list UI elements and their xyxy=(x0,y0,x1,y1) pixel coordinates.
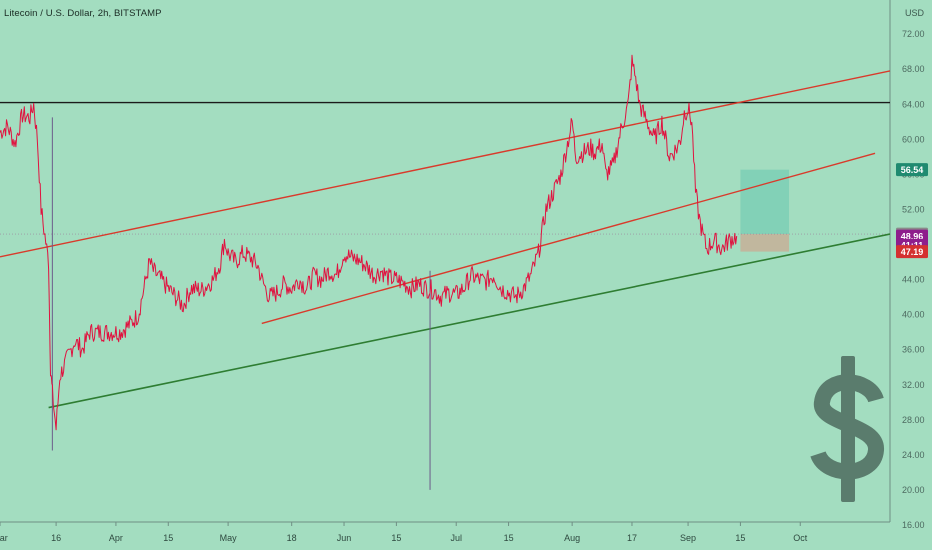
price-label-target: 56.54 xyxy=(896,163,928,177)
stop-loss-zone xyxy=(740,234,790,252)
y-tick-label: 64.00 xyxy=(902,99,925,109)
y-tick-label: 68.00 xyxy=(902,64,925,74)
y-tick-label: 24.00 xyxy=(902,450,925,460)
y-tick-label: 72.00 xyxy=(902,29,925,39)
x-tick-label: Oct xyxy=(793,533,808,543)
support-line xyxy=(48,233,891,409)
price-label-bg xyxy=(896,163,928,177)
x-tick-label: Aug xyxy=(564,533,580,543)
x-tick-label: Mar xyxy=(0,533,8,543)
channel-middle-line xyxy=(261,152,876,325)
y-tick-label: 44.00 xyxy=(902,275,925,285)
channel-upper-line xyxy=(0,70,891,258)
y-tick-label: 52.00 xyxy=(902,204,925,214)
dollar-sign-icon xyxy=(810,356,884,502)
x-tick-label: 15 xyxy=(735,533,745,543)
x-tick-label: Jun xyxy=(337,533,352,543)
price-label-text: 47.19 xyxy=(901,247,924,257)
x-tick-label: 16 xyxy=(51,533,61,543)
price-label-text: 48.96 xyxy=(901,231,924,241)
x-tick-label: Apr xyxy=(109,533,123,543)
x-tick-label: 15 xyxy=(163,533,173,543)
x-tick-label: 15 xyxy=(391,533,401,543)
currency-label: USD xyxy=(904,8,924,18)
take-profit-zone xyxy=(740,169,790,235)
y-tick-label: 28.00 xyxy=(902,415,925,425)
y-tick-label: 32.00 xyxy=(902,380,925,390)
price-label-stop: 47.19 xyxy=(896,245,928,259)
x-tick-label: 17 xyxy=(627,533,637,543)
x-tick-label: May xyxy=(220,533,238,543)
x-tick-label: 18 xyxy=(287,533,297,543)
dollar-sign-curve xyxy=(810,374,884,480)
y-tick-label: 16.00 xyxy=(902,520,925,530)
chart-title: Litecoin / U.S. Dollar, 2h, BITSTAMP xyxy=(4,8,162,19)
x-tick-label: 15 xyxy=(504,533,514,543)
y-tick-label: 60.00 xyxy=(902,134,925,144)
x-tick-label: Jul xyxy=(450,533,462,543)
y-tick-label: 40.00 xyxy=(902,310,925,320)
price-series-ltc-usd xyxy=(0,54,738,431)
y-tick-label: 20.00 xyxy=(902,485,925,495)
y-tick-label: 36.00 xyxy=(902,345,925,355)
price-label-bg xyxy=(896,245,928,259)
price-label-text: 56.54 xyxy=(901,165,924,175)
x-tick-label: Sep xyxy=(680,533,696,543)
